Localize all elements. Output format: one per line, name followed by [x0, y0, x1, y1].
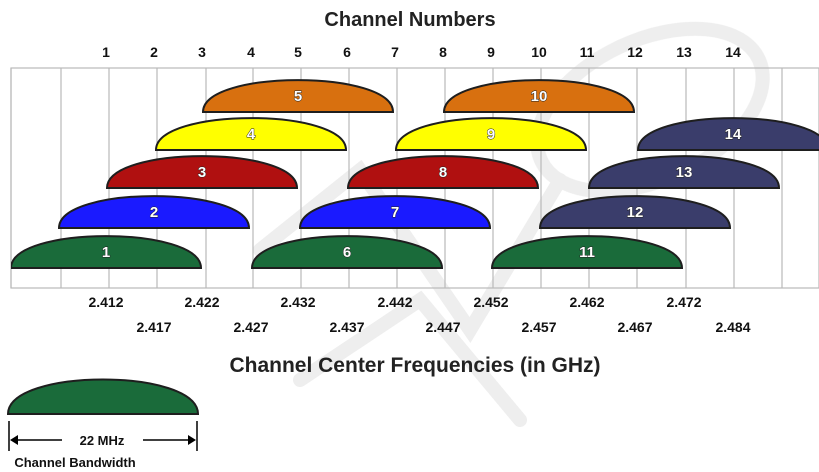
- channel-number-2: 2: [150, 44, 158, 60]
- frequency-3: 2.422: [184, 294, 219, 310]
- channel-2-label: 2: [150, 204, 158, 221]
- channel-10-arc: 10: [442, 79, 636, 113]
- channel-2-shape: [57, 195, 251, 229]
- channel-10-shape: [442, 79, 636, 113]
- channel-13-arc: 13: [587, 155, 781, 189]
- channel-6-shape: [250, 235, 444, 269]
- frequency-6: 2.437: [329, 319, 364, 335]
- channel-10-label: 10: [531, 88, 548, 105]
- channel-number-4: 4: [247, 44, 255, 60]
- channel-11-arc: 11: [490, 235, 684, 269]
- channel-numbers-title: Channel Numbers: [324, 9, 495, 31]
- channel-number-9: 9: [487, 44, 495, 60]
- channel-1-label: 1: [102, 244, 110, 261]
- channel-11-label: 11: [579, 244, 595, 261]
- frequency-7: 2.442: [377, 294, 412, 310]
- frequency-4: 2.427: [233, 319, 268, 335]
- frequencies-title: Channel Center Frequencies (in GHz): [229, 354, 600, 377]
- channel-number-10: 10: [531, 44, 547, 60]
- channel-8-label: 8: [439, 164, 447, 181]
- channel-13-shape: [587, 155, 781, 189]
- frequency-12: 2.467: [617, 319, 652, 335]
- channel-4-label: 4: [247, 126, 256, 143]
- channel-number-8: 8: [439, 44, 447, 60]
- channel-14-shape: [636, 117, 819, 151]
- channel-14-arc: 14: [636, 117, 819, 151]
- frequency-14: 2.484: [715, 319, 750, 335]
- channel-1-arc: 1: [11, 235, 203, 269]
- channel-7-arc: 7: [298, 195, 492, 229]
- channel-13-label: 13: [676, 164, 693, 181]
- channel-arcs: 5 10 4 9 14 3 8 13 2 7 12 1 6 11: [11, 79, 819, 269]
- channel-1-shape: [11, 235, 203, 269]
- channel-6-arc: 6: [250, 235, 444, 269]
- channel-9-shape: [394, 117, 588, 151]
- channel-number-12: 12: [627, 44, 643, 60]
- channel-4-shape: [154, 117, 348, 151]
- channel-14-label: 14: [725, 126, 742, 143]
- channel-12-arc: 12: [538, 195, 732, 229]
- channel-5-label: 5: [294, 88, 302, 105]
- frequency-11: 2.462: [569, 294, 604, 310]
- frequency-8: 2.447: [425, 319, 460, 335]
- frequency-13: 2.472: [666, 294, 701, 310]
- frequency-labels: 2.412 2.417 2.422 2.427 2.432 2.437 2.442 2.447…: [88, 294, 750, 335]
- channel-11-shape: [490, 235, 684, 269]
- bandwidth-label: 22 MHz: [80, 433, 125, 448]
- channel-6-label: 6: [343, 244, 351, 261]
- channel-2-arc: 2: [57, 195, 251, 229]
- bandwidth-legend: 22 MHz Channel Bandwidth: [6, 378, 200, 470]
- bandwidth-caption: Channel Bandwidth: [14, 455, 135, 470]
- bandwidth-example-arc: [6, 378, 200, 415]
- channel-5-arc: 5: [201, 79, 395, 113]
- channel-4-arc: 4: [154, 117, 348, 151]
- frequency-5: 2.432: [280, 294, 315, 310]
- channel-9-arc: 9: [394, 117, 588, 151]
- channel-number-14: 14: [725, 44, 741, 60]
- frequency-2: 2.417: [136, 319, 171, 335]
- bandwidth-arrowhead-left: [10, 435, 18, 445]
- channel-number-13: 13: [676, 44, 692, 60]
- channel-8-arc: 8: [346, 155, 540, 189]
- channel-3-shape: [105, 155, 299, 189]
- frequency-10: 2.457: [521, 319, 556, 335]
- frequency-1: 2.412: [88, 294, 123, 310]
- channel-number-1: 1: [102, 44, 110, 60]
- channel-5-shape: [201, 79, 395, 113]
- channel-8-shape: [346, 155, 540, 189]
- channel-number-6: 6: [343, 44, 351, 60]
- channel-7-label: 7: [391, 204, 399, 221]
- channel-7-shape: [298, 195, 492, 229]
- channel-12-label: 12: [627, 204, 644, 221]
- channel-3-label: 3: [198, 164, 206, 181]
- channel-3-arc: 3: [105, 155, 299, 189]
- bandwidth-arrowhead-right: [188, 435, 196, 445]
- channel-12-shape: [538, 195, 732, 229]
- channel-number-5: 5: [294, 44, 302, 60]
- channel-number-labels: 1 2 3 4 5 6 7 8 9 10 11 12 13 14: [102, 44, 741, 60]
- channel-9-label: 9: [487, 126, 495, 143]
- frequency-9: 2.452: [473, 294, 508, 310]
- channel-number-11: 11: [580, 44, 595, 60]
- channel-number-7: 7: [391, 44, 399, 60]
- channel-number-3: 3: [198, 44, 206, 60]
